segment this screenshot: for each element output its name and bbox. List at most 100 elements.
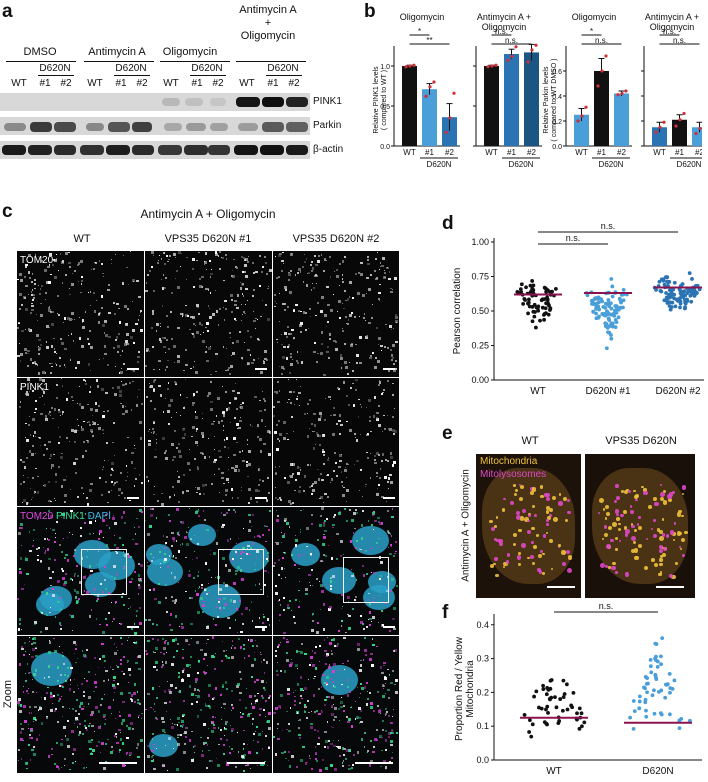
speckle: [112, 620, 114, 622]
speckle: [340, 354, 343, 357]
speckle: [354, 436, 356, 438]
organelle: [652, 519, 656, 523]
speckle: [105, 481, 107, 483]
organelle: [659, 483, 662, 486]
speckle: [94, 261, 96, 263]
speckle: [386, 510, 389, 513]
data-point: [619, 300, 623, 305]
speckle: [332, 669, 336, 673]
lane-label: #2: [60, 78, 72, 89]
speckle: [299, 676, 303, 679]
speckle: [65, 273, 68, 276]
speckle: [82, 650, 84, 652]
speckle: [138, 351, 140, 353]
speckle: [125, 725, 128, 728]
speckle: [312, 447, 316, 450]
organelle: [598, 497, 604, 503]
organelle: [680, 547, 683, 551]
speckle: [394, 552, 396, 555]
speckle: [193, 457, 196, 460]
speckle: [318, 435, 321, 437]
speckle: [95, 520, 97, 522]
speckle: [204, 264, 206, 266]
organelle: [637, 525, 643, 530]
speckle: [196, 543, 199, 546]
speckle: [50, 515, 54, 519]
speckle: [108, 706, 112, 710]
speckle: [55, 481, 58, 484]
speckle: [151, 432, 153, 434]
speckle: [274, 592, 278, 595]
speckle: [352, 753, 355, 756]
speckle: [202, 492, 205, 495]
speckle: [197, 306, 200, 309]
speckle: [263, 398, 266, 401]
speckle: [286, 659, 289, 662]
speckle: [73, 548, 76, 551]
speckle: [234, 299, 237, 302]
speckle: [177, 500, 181, 504]
data-point: [698, 126, 702, 131]
speckle: [105, 442, 108, 444]
speckle: [152, 556, 155, 559]
speckle: [47, 266, 50, 269]
speckle: [246, 544, 250, 548]
speckle: [392, 429, 396, 433]
organelle: [515, 511, 521, 516]
speckle: [240, 319, 243, 322]
speckle: [280, 694, 284, 698]
blot-band: [86, 123, 104, 131]
speckle: [378, 622, 380, 624]
speckle: [118, 728, 121, 732]
speckle: [348, 463, 350, 465]
speckle: [275, 303, 278, 305]
organelle: [648, 505, 652, 510]
speckle: [151, 312, 155, 315]
speckle: [263, 687, 265, 689]
speckle: [80, 260, 83, 263]
speckle: [349, 509, 352, 512]
organelle: [542, 552, 545, 556]
speckle: [207, 728, 210, 730]
speckle: [210, 400, 213, 403]
speckle: [390, 729, 394, 732]
speckle: [73, 555, 75, 557]
speckle: [393, 408, 396, 410]
speckle: [356, 751, 360, 754]
speckle: [35, 738, 39, 741]
lane-label: #2: [212, 78, 224, 89]
data-point: [637, 699, 642, 704]
speckle: [182, 313, 185, 316]
speckle: [336, 532, 339, 536]
speckle: [313, 286, 315, 289]
speckle: [63, 317, 66, 320]
data-point: [604, 54, 608, 58]
speckle: [198, 586, 200, 588]
speckle: [19, 458, 22, 461]
speckle: [136, 743, 140, 746]
speckle: [36, 518, 39, 520]
speckle: [137, 655, 141, 659]
speckle: [370, 430, 372, 433]
speckle: [321, 686, 323, 688]
speckle: [385, 729, 388, 732]
speckle: [392, 362, 396, 366]
speckle: [375, 356, 378, 359]
micrograph-grid: TOM20 PINK1 TOM20 PINK1 DAPI: [17, 251, 399, 773]
speckle: [251, 425, 253, 427]
speckle: [379, 736, 381, 738]
channel-label-merge: TOM20 PINK1 DAPI: [20, 511, 111, 522]
speckle: [369, 416, 371, 418]
speckle: [299, 466, 301, 469]
speckle: [324, 492, 327, 495]
speckle: [276, 338, 278, 341]
speckle: [183, 369, 185, 372]
speckle: [33, 282, 37, 286]
blot-band: [286, 97, 308, 107]
data-point: [510, 54, 514, 59]
speckle: [98, 358, 101, 361]
speckle: [385, 682, 387, 685]
speckle: [233, 582, 237, 586]
organelle: [539, 485, 543, 489]
speckle: [155, 438, 157, 440]
